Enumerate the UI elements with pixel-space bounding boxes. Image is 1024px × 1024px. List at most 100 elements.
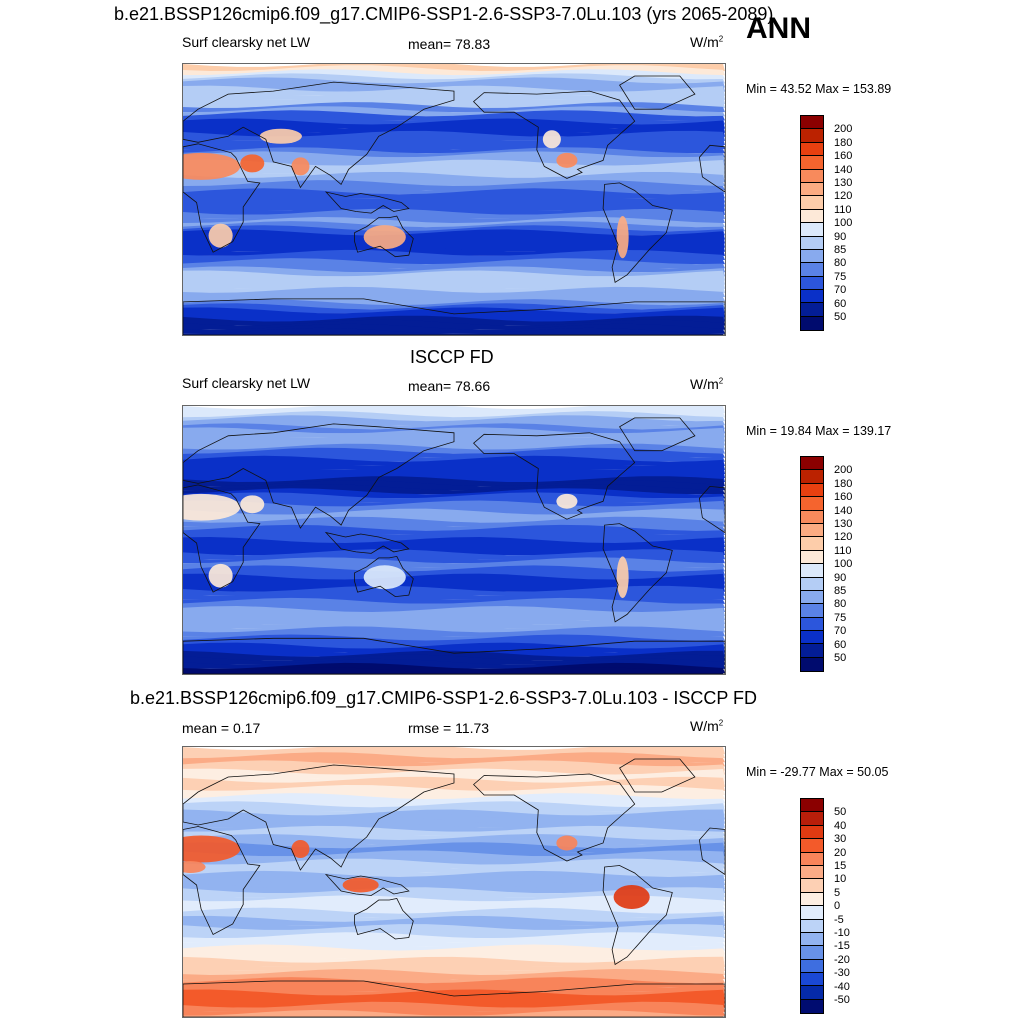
coastline-africaW — [698, 485, 725, 534]
panel2-map-field — [183, 406, 725, 674]
contour-band — [183, 666, 724, 674]
panel3-map-field — [183, 747, 725, 1017]
field-region-mexico — [556, 152, 578, 168]
colorbar-swatch — [801, 892, 823, 907]
colorbar-swatch — [801, 973, 823, 987]
coastline-eurasia — [183, 764, 455, 871]
colorbar-swatch — [801, 142, 823, 157]
panel2-title: ISCCP FD — [410, 347, 494, 367]
contour-band — [183, 834, 725, 845]
colorbar-swatch — [801, 919, 823, 933]
colorbar-swatch — [801, 946, 823, 960]
colorbar-tick-label: 50 — [834, 806, 847, 819]
panel1-variable: Surf clearsky net LW — [182, 34, 311, 50]
panel1-mean: mean= 78.83 — [408, 36, 491, 52]
field-region-southern-africa — [208, 223, 233, 248]
colorbar-tick-label: -20 — [834, 953, 850, 966]
coastline-australia — [354, 215, 414, 258]
colorbar-swatch — [801, 510, 823, 524]
panel2-minmax: Min = 19.84 Max = 139.17 — [746, 424, 892, 438]
colorbar-swatch — [801, 799, 823, 813]
colorbar-tick-label: 75 — [834, 611, 847, 624]
season-label: ANN — [746, 12, 811, 45]
field-region-andes — [616, 216, 629, 259]
contour-band — [183, 993, 725, 1004]
colorbar-tick-label: 60 — [834, 638, 847, 651]
colorbar-tick-label: 85 — [834, 585, 847, 597]
field-region-amazon — [613, 885, 650, 909]
coastline-australia — [354, 898, 414, 940]
contour-band — [183, 883, 725, 894]
coastline-indonesia — [324, 191, 410, 214]
colorbar-swatch — [801, 263, 823, 277]
contour-band — [183, 504, 725, 515]
colorbar-swatch — [801, 303, 823, 317]
colorbar-swatch — [801, 290, 823, 304]
coastline-greenland — [619, 75, 696, 110]
colorbar-tick-label: 80 — [834, 598, 847, 611]
coastline-africa — [183, 484, 261, 593]
coastline-namerica — [473, 773, 636, 862]
field-region-maritime-continent — [342, 877, 379, 893]
colorbar-swatch — [801, 865, 823, 880]
colorbar-tick-label: 70 — [834, 625, 847, 638]
colorbar-tick-label: 130 — [834, 518, 853, 530]
colorbar-tick-label: 200 — [834, 464, 853, 477]
colorbar-swatch — [801, 182, 823, 197]
field-region-mexico — [556, 493, 578, 509]
coastline-namerica — [473, 432, 636, 520]
contour-band — [183, 467, 725, 479]
field-region-arabia — [240, 154, 265, 173]
contour-band — [183, 492, 725, 503]
coastline-eurasia — [183, 423, 455, 529]
coastline-namerica — [473, 90, 636, 179]
colorbar-tick-label: 90 — [834, 571, 847, 584]
contour-band — [183, 601, 725, 613]
contour-band — [183, 274, 725, 285]
colorbar-tick-label: 140 — [834, 504, 853, 517]
colorbar-tick-label: 100 — [834, 558, 853, 571]
colorbar-tick-label: -5 — [834, 913, 844, 926]
contour-band — [183, 163, 725, 174]
field-region-arabia — [240, 495, 265, 514]
field-region-india — [291, 840, 310, 858]
colorbar-swatch — [801, 825, 823, 840]
colorbar-swatch — [801, 236, 823, 250]
colorbar-tick-label: 10 — [834, 873, 847, 886]
colorbar-tick-label: 120 — [834, 531, 853, 544]
contour-band — [183, 528, 725, 539]
colorbar-tick-label: 180 — [834, 136, 853, 149]
coastline-australia — [354, 555, 414, 598]
contour-band — [183, 262, 725, 273]
colorbar-tick-label: 140 — [834, 163, 853, 176]
colorbar-tick-label: 110 — [834, 544, 852, 557]
panel1-minmax: Min = 43.52 Max = 153.89 — [746, 82, 892, 96]
colorbar-swatch — [801, 223, 823, 237]
panel2-variable: Surf clearsky net LW — [182, 375, 311, 391]
panel1-map-field — [183, 64, 725, 335]
field-region-sahara — [183, 835, 241, 863]
colorbar-swatch — [801, 276, 823, 291]
field-region-australia — [363, 565, 406, 590]
colorbar-tick-label: 20 — [834, 846, 847, 859]
colorbar-swatch — [801, 986, 823, 1000]
colorbar-swatch — [801, 316, 823, 331]
coastline-indonesia — [324, 873, 410, 896]
panel2-units: W/m2 — [690, 376, 724, 392]
coastline-antarctica — [183, 637, 725, 674]
colorbar-swatch — [801, 457, 823, 471]
coastline-africa — [183, 826, 261, 936]
colorbar-swatch — [801, 483, 823, 498]
coastline-samerica — [602, 182, 673, 283]
contour-band — [183, 151, 725, 162]
colorbar-tick-label: 100 — [834, 217, 853, 230]
colorbar-swatch — [801, 631, 823, 645]
contour-band — [183, 311, 725, 322]
colorbar-tick-label: 160 — [834, 491, 853, 504]
coastline-africa — [183, 143, 261, 253]
colorbar-swatch — [801, 590, 823, 605]
coastline-indonesia — [324, 531, 410, 554]
colorbar-tick-label: -10 — [834, 927, 850, 939]
colorbar-swatch — [801, 497, 823, 511]
contour-band — [183, 638, 725, 649]
